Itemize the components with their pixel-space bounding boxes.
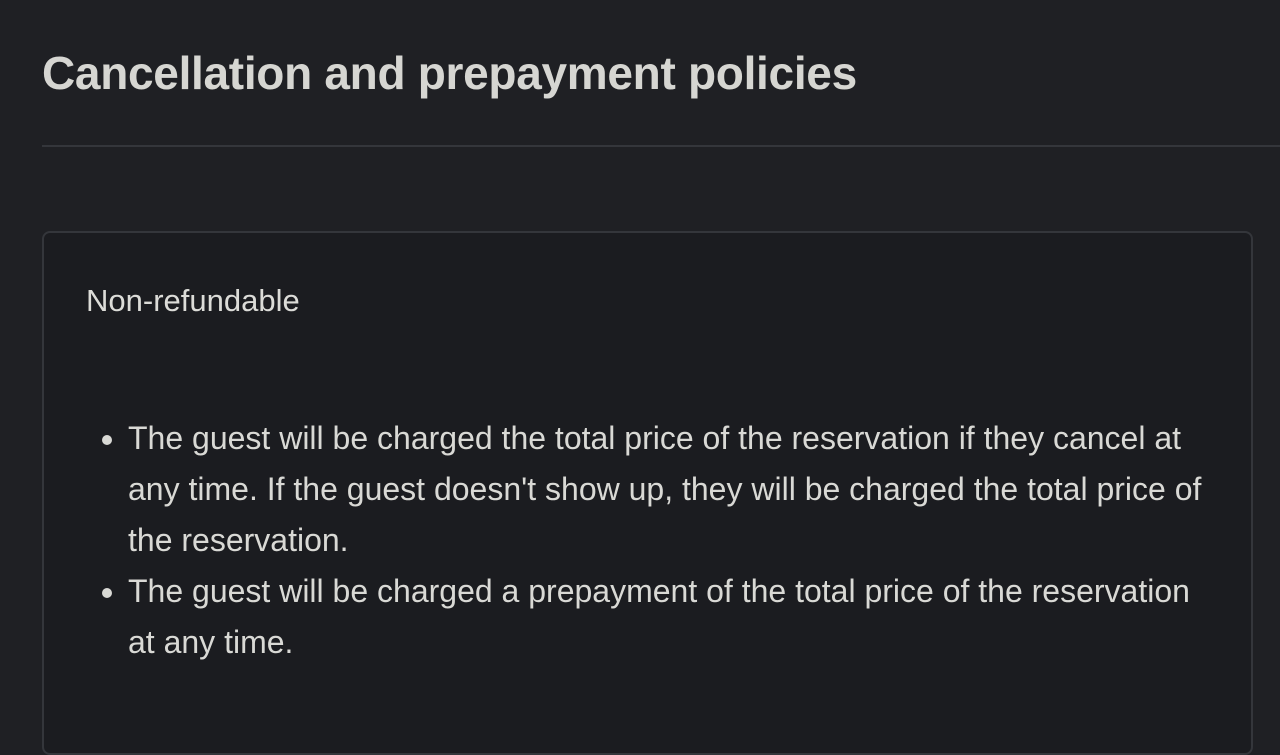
policy-item: The guest will be charged a prepayment o… <box>128 566 1208 668</box>
page-title: Cancellation and prepayment policies <box>42 47 857 99</box>
divider <box>42 145 1280 147</box>
policy-list: The guest will be charged the total pric… <box>82 413 1208 668</box>
policy-card: Non-refundable The guest will be charged… <box>42 231 1253 755</box>
policy-name: Non-refundable <box>86 283 300 318</box>
policy-item: The guest will be charged the total pric… <box>128 413 1208 566</box>
